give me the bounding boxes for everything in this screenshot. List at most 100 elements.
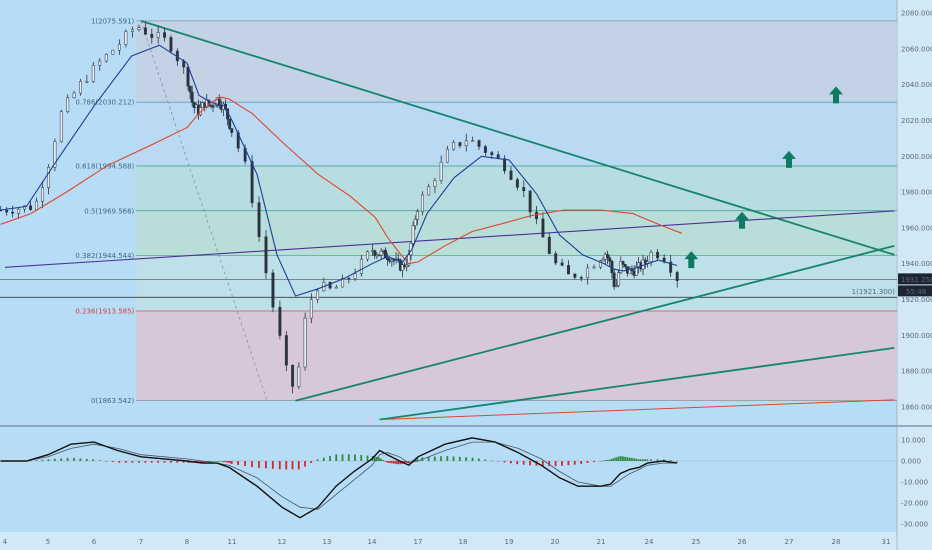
macd-histogram-bar [105,461,108,462]
macd-histogram-bar [395,461,397,464]
candle-body [377,254,381,257]
trend-line-teal [295,244,895,402]
macd-histogram-bar [176,461,179,463]
candle-body [669,261,673,273]
macd-histogram-bar [586,461,589,463]
candle-body [309,299,313,319]
fib-level-label: 1(2075.591) [91,17,135,25]
macd-histogram-bar [446,456,449,461]
trend-line-teal [379,347,895,421]
candle-body [353,273,357,279]
candle-body [230,128,234,133]
candle-body [621,261,625,265]
macd-histogram-bar [60,458,63,461]
candle-body [17,208,21,214]
fib-level-label: 0.236(1913.585) [75,308,134,316]
candle-body [522,187,526,192]
candle-body [567,265,570,275]
candle-body [190,91,194,103]
macd-histogram-bar [622,456,624,461]
candle-body [386,257,389,260]
macd-histogram-bar [392,461,395,464]
macd-histogram-bar [613,458,615,461]
price-tick-label: 2080.000 [901,10,932,18]
macd-histogram-bar [207,461,210,462]
candle-body [334,286,338,289]
macd-histogram-bar [452,456,455,461]
candle-body [79,81,82,94]
candle-body [85,81,89,83]
fib-zone [136,165,898,211]
macd-histogram-bar [676,461,678,462]
candle-body [111,49,115,55]
time-tick-label: 6 [92,538,97,546]
macd-histogram-bar [360,454,363,461]
candle-body [117,43,121,51]
macd-histogram-bar [157,461,159,463]
macd-histogram-bar [366,455,369,461]
price-tick-label: 2040.000 [901,81,932,89]
macd-histogram-bar [209,461,212,462]
moving-average-fast [0,44,678,297]
time-tick-label: 19 [505,538,514,546]
macd-histogram-bar [73,457,75,461]
macd-histogram-bar [316,459,319,461]
macd-histogram-bar [465,457,468,461]
time-tick-label: 26 [738,538,747,546]
trend-line-teal [140,20,895,256]
macd-histogram-bar [224,461,227,463]
candle-body [614,285,618,287]
candle-body [156,32,160,38]
macd-histogram-bar [650,459,652,461]
fib-zone [136,311,898,401]
macd-tick-label: -30.000 [901,521,928,529]
candle-body [383,249,387,259]
candle-body [228,118,232,129]
macd-histogram-bar [222,461,225,462]
time-tick-label: 27 [785,538,794,546]
macd-histogram-bar [386,461,389,463]
macd-histogram-bar [218,461,221,462]
candle-body [554,253,558,264]
candle-body [405,264,409,268]
macd-histogram-bar [285,461,288,470]
macd-histogram-bar [529,461,531,466]
macd-line [0,437,678,519]
macd-histogram-bar [554,461,557,467]
candle-body [278,306,282,336]
price-tick-label: 2020.000 [901,117,932,125]
candle-body [250,161,254,203]
macd-histogram-bar [384,461,387,462]
price-tick-label: 1980.000 [901,189,932,197]
candle-body [464,140,468,146]
candle-body [407,254,411,266]
macd-histogram-bar [169,461,172,463]
candle-body [284,335,288,366]
macd-histogram-bar [79,458,82,461]
candle-body [163,32,167,38]
fib-zone [136,255,898,312]
macd-tick-label: 0.000 [901,458,921,466]
candle-body [5,209,9,213]
time-tick-label: 11 [228,538,237,546]
macd-histogram-bar [341,454,344,461]
macd-histogram-bar [633,458,635,461]
candle-body [47,167,50,188]
candle-body [341,278,345,288]
candle-body [598,260,602,268]
trend-line-red [379,399,895,421]
candle-body [137,27,141,30]
macd-histogram-bar [212,461,214,462]
candle-body [169,37,173,52]
fib-level-label: 0.618(1994.588) [75,162,134,170]
macd-histogram-bar [593,461,595,463]
macd-histogram-bar [548,461,551,467]
macd-histogram-bar [373,456,376,461]
macd-histogram-bar [403,461,406,464]
candle-body [675,272,679,282]
candle-body [458,142,462,146]
macd-histogram-bar [29,460,32,462]
time-tick-label: 12 [278,538,287,546]
candle-body [592,266,596,269]
